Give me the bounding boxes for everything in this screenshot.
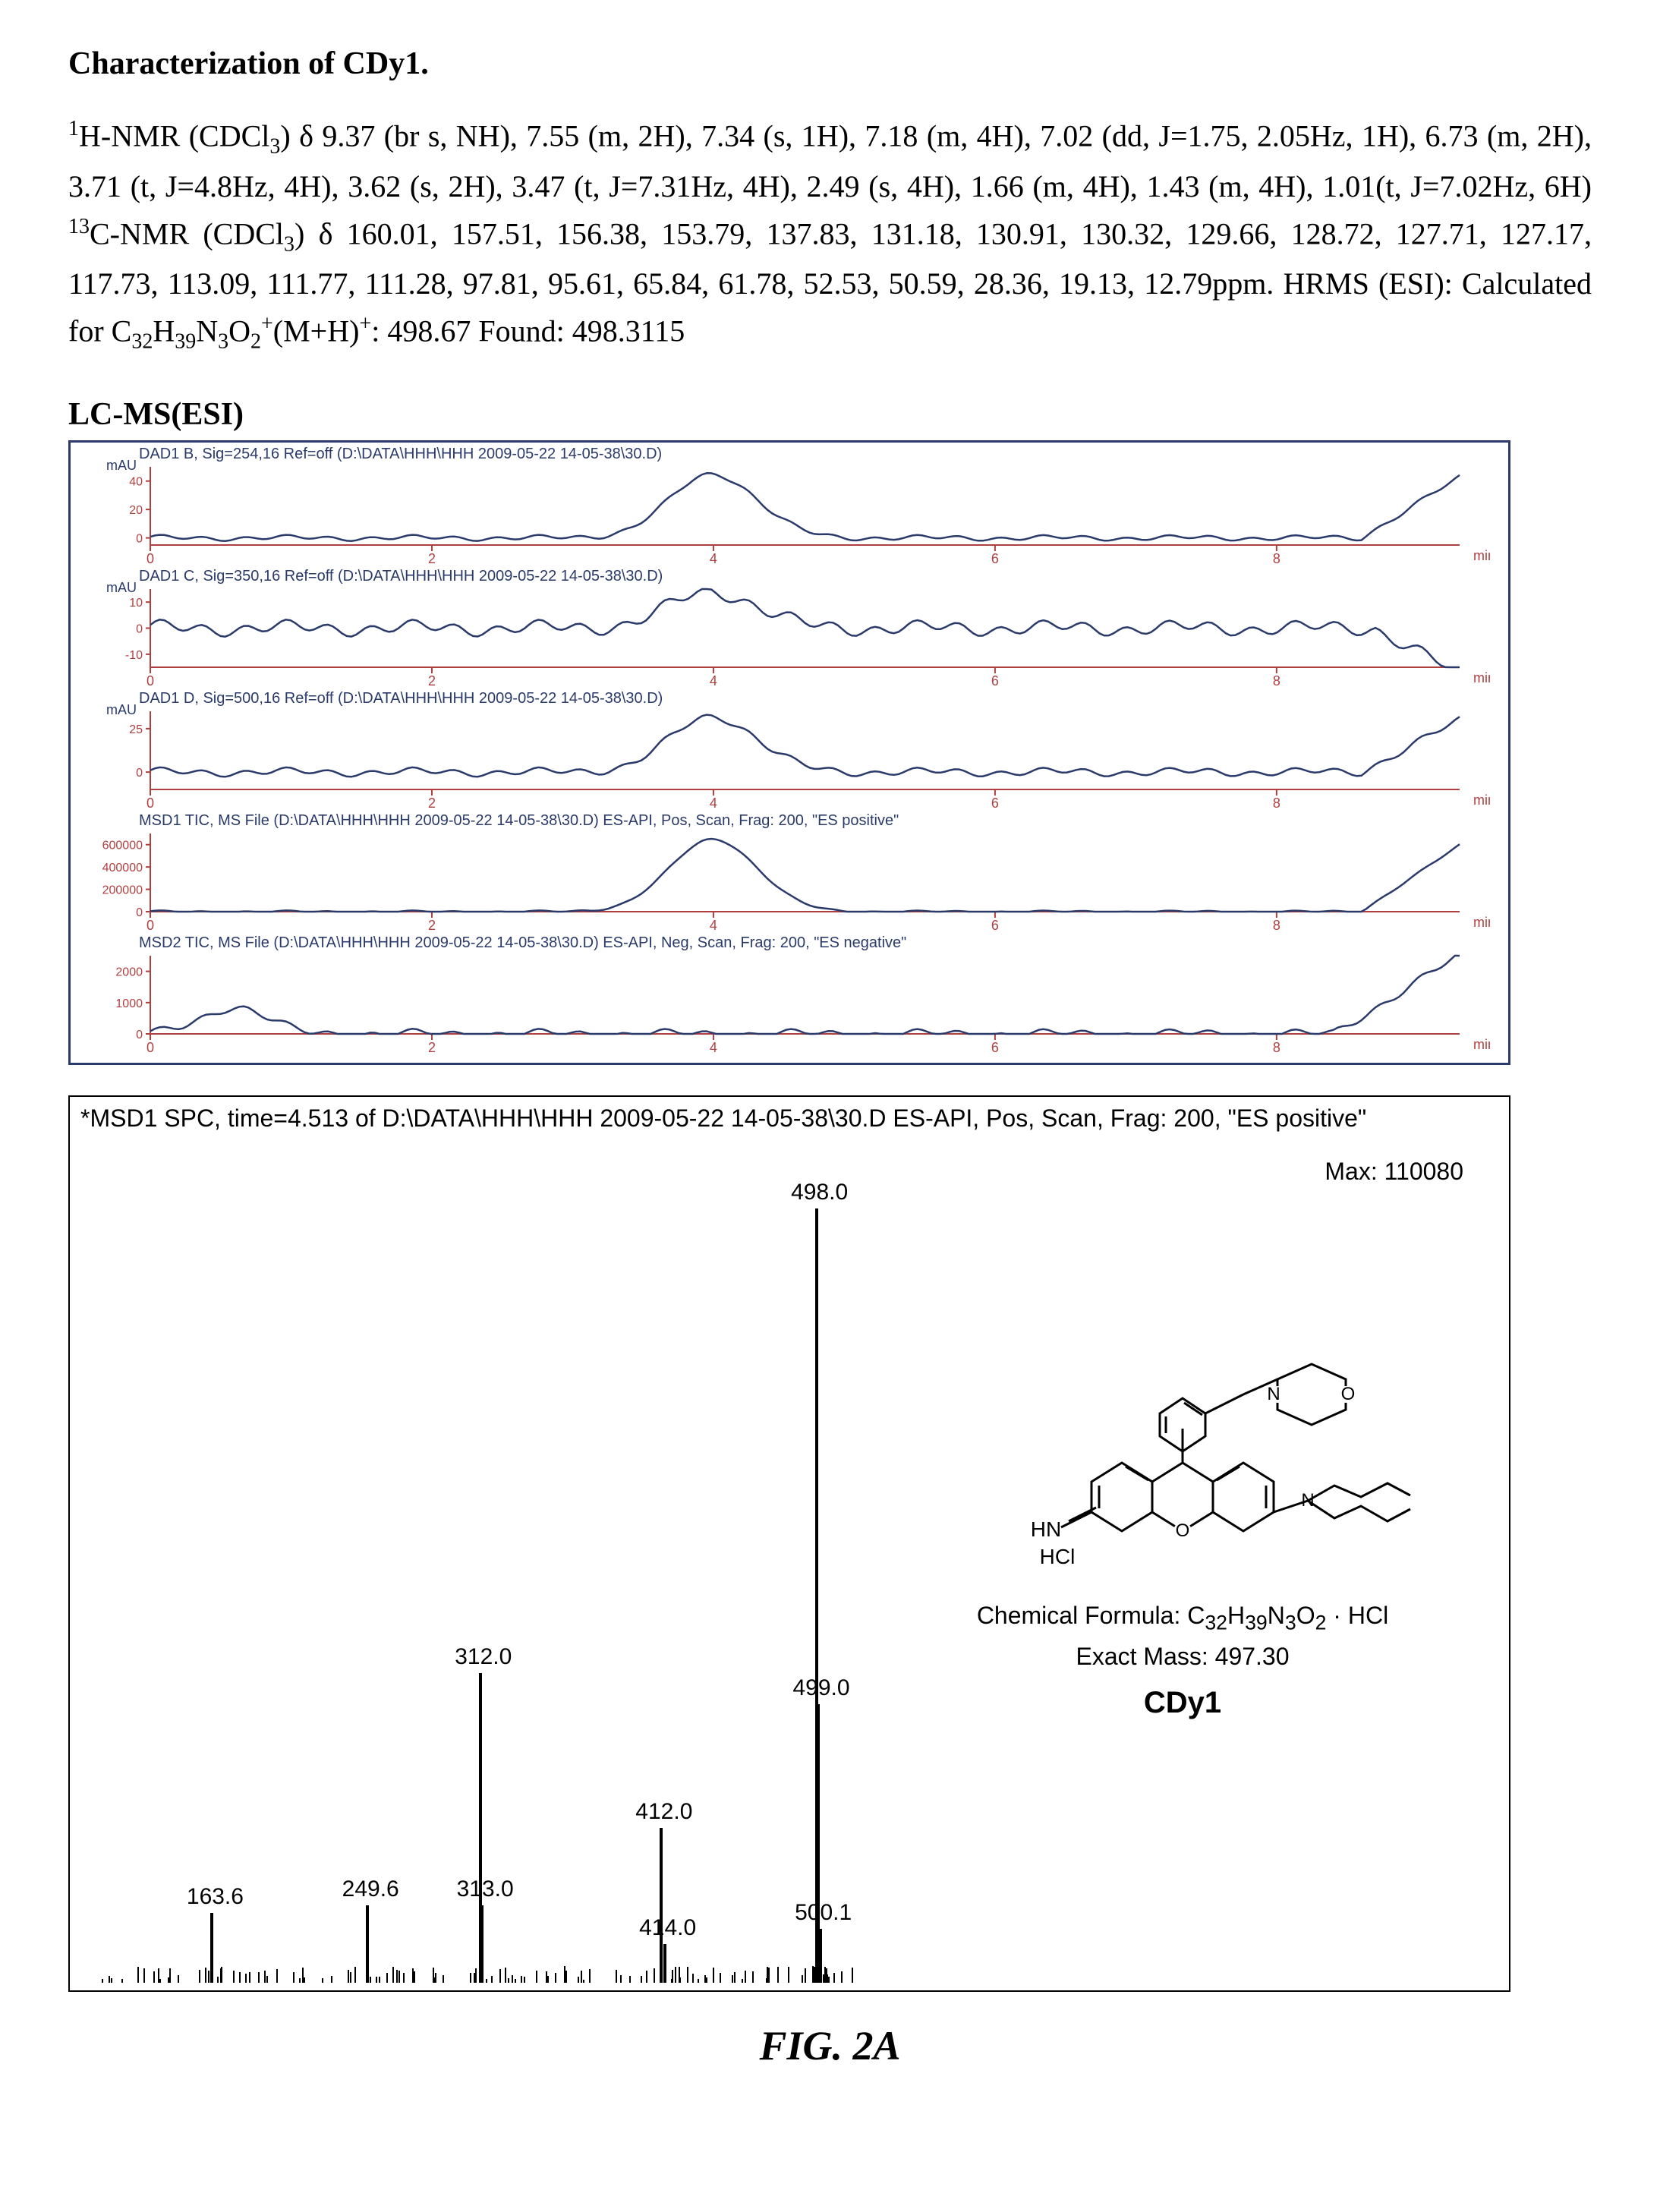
svg-text:4: 4: [710, 796, 717, 811]
ms-peak-label: 500.1: [795, 1900, 852, 1926]
svg-text:25: 25: [129, 723, 143, 736]
svg-text:2000: 2000: [115, 966, 143, 979]
svg-text:min: min: [1473, 548, 1490, 563]
svg-text:min: min: [1473, 670, 1490, 685]
svg-text:6: 6: [991, 918, 999, 933]
ms-peak-label: 498.0: [791, 1180, 848, 1205]
svg-text:2: 2: [428, 673, 436, 688]
chromatogram-trace: MSD1 TIC, MS File (D:\DATA\HHH\HHH 2009-…: [78, 815, 1501, 933]
svg-text:6: 6: [991, 796, 999, 811]
ms-peak: [663, 1944, 666, 1983]
svg-text:8: 8: [1273, 1040, 1280, 1055]
chromatogram-panel: DAD1 B, Sig=254,16 Ref=off (D:\DATA\HHH\…: [68, 440, 1510, 1065]
svg-text:2: 2: [428, 1040, 436, 1055]
svg-text:20: 20: [129, 504, 143, 517]
svg-text:-10: -10: [125, 649, 143, 662]
svg-text:mAU: mAU: [106, 580, 137, 595]
svg-text:0: 0: [146, 918, 154, 933]
ms-header: *MSD1 SPC, time=4.513 of D:\DATA\HHH\HHH…: [80, 1104, 1498, 1133]
svg-text:mAU: mAU: [106, 458, 137, 473]
svg-text:400000: 400000: [102, 862, 143, 874]
svg-text:4: 4: [710, 918, 717, 933]
hcl-label: HCl: [1040, 1545, 1076, 1568]
svg-text:4: 4: [710, 1040, 717, 1055]
svg-text:4: 4: [710, 551, 717, 566]
ms-peak: [819, 1929, 822, 1983]
ms-plot: 163.6 249.6 312.0 313.0 412.0 414.0 498.0 499.0…: [96, 1148, 855, 1983]
svg-text:0: 0: [136, 906, 143, 919]
ms-max-label: Max: 110080: [887, 1158, 1463, 1186]
svg-text:0: 0: [146, 1040, 154, 1055]
svg-text:40: 40: [129, 476, 143, 489]
svg-text:min: min: [1473, 792, 1490, 808]
ms-peak-label: 312.0: [455, 1644, 512, 1670]
nmr-paragraph: 1H-NMR (CDCl3) δ 9.37 (br s, NH), 7.55 (…: [68, 112, 1592, 358]
morpholine-o: O: [1341, 1384, 1356, 1404]
chromatogram-trace: DAD1 C, Sig=350,16 Ref=off (D:\DATA\HHH\…: [78, 571, 1501, 688]
chromatogram-trace: DAD1 B, Sig=254,16 Ref=off (D:\DATA\HHH\…: [78, 449, 1501, 566]
figure-caption: FIG. 2A: [68, 2022, 1592, 2069]
svg-text:200000: 200000: [102, 884, 143, 897]
svg-text:10: 10: [129, 597, 143, 610]
exact-mass: Exact Mass: 497.30: [887, 1643, 1479, 1671]
svg-text:0: 0: [136, 623, 143, 636]
svg-text:1000: 1000: [115, 997, 143, 1010]
chemical-formula: Chemical Formula: C32H39N3O2 · HCl: [887, 1602, 1479, 1634]
ms-peak: [660, 1828, 663, 1983]
svg-text:O: O: [1176, 1520, 1190, 1541]
ms-peak-label: 249.6: [342, 1876, 399, 1902]
svg-text:0: 0: [136, 767, 143, 780]
compound-name: CDy1: [887, 1686, 1479, 1720]
svg-text:0: 0: [146, 551, 154, 566]
hn-label: HN: [1031, 1517, 1061, 1541]
svg-text:600000: 600000: [102, 840, 143, 852]
svg-text:0: 0: [146, 673, 154, 688]
lcms-heading: LC-MS(ESI): [68, 396, 1592, 433]
molecule-structure: O N O N HN HCl: [940, 1208, 1425, 1573]
ms-peak-label: 313.0: [457, 1876, 514, 1902]
ms-peak-label: 412.0: [635, 1799, 692, 1825]
svg-text:0: 0: [146, 796, 154, 811]
svg-text:0: 0: [136, 533, 143, 546]
svg-text:8: 8: [1273, 796, 1280, 811]
svg-text:min: min: [1473, 915, 1490, 930]
mass-spectrum-panel: *MSD1 SPC, time=4.513 of D:\DATA\HHH\HHH…: [68, 1095, 1510, 1992]
svg-text:2: 2: [428, 918, 436, 933]
svg-text:8: 8: [1273, 918, 1280, 933]
svg-text:0: 0: [136, 1029, 143, 1041]
svg-text:6: 6: [991, 673, 999, 688]
ms-sidebar: Max: 110080: [887, 1158, 1479, 1719]
chromatogram-trace: MSD2 TIC, MS File (D:\DATA\HHH\HHH 2009-…: [78, 937, 1501, 1055]
svg-text:2: 2: [428, 551, 436, 566]
svg-text:6: 6: [991, 1040, 999, 1055]
ms-peak-label: 499.0: [792, 1675, 849, 1701]
svg-text:8: 8: [1273, 673, 1280, 688]
svg-text:N: N: [1301, 1490, 1314, 1511]
svg-text:6: 6: [991, 551, 999, 566]
ms-peak: [210, 1913, 213, 1983]
ms-peak: [366, 1905, 369, 1983]
svg-text:4: 4: [710, 673, 717, 688]
ms-peak-label: 163.6: [187, 1884, 244, 1910]
svg-text:8: 8: [1273, 551, 1280, 566]
ms-peak: [480, 1905, 484, 1983]
svg-text:2: 2: [428, 796, 436, 811]
chromatogram-trace: DAD1 D, Sig=500,16 Ref=off (D:\DATA\HHH\…: [78, 693, 1501, 811]
svg-text:mAU: mAU: [106, 702, 137, 717]
section-title: Characterization of CDy1.: [68, 46, 1592, 82]
svg-text:min: min: [1473, 1037, 1490, 1052]
ms-peak-label: 414.0: [639, 1915, 696, 1941]
morpholine-n: N: [1267, 1384, 1280, 1404]
